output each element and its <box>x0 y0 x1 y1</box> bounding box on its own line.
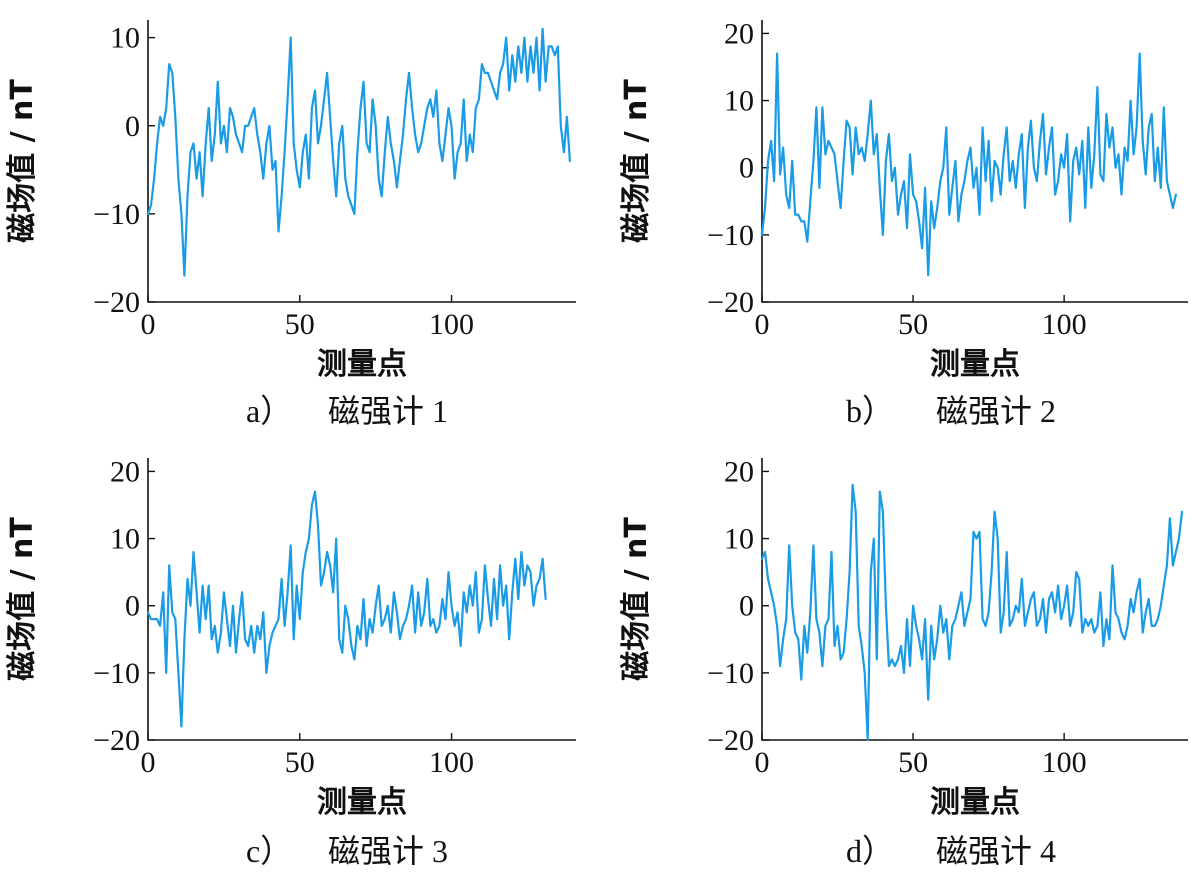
series-line <box>146 490 547 728</box>
y-tick-label: 0 <box>125 110 140 143</box>
caption-d-letter: d） <box>846 833 894 869</box>
y-tick-label: −10 <box>93 198 140 231</box>
x-tick-label: 100 <box>1042 746 1087 779</box>
series-line <box>760 483 1184 742</box>
x-tick-label: 100 <box>1042 308 1087 341</box>
caption-a-letter: a） <box>246 393 292 429</box>
x-tick-label: 100 <box>429 746 474 779</box>
caption-b-letter: b） <box>846 393 894 429</box>
x-tick-label: 0 <box>141 746 156 779</box>
y-tick-label: 20 <box>110 455 140 488</box>
x-axis-label: 测量点 <box>930 347 1020 382</box>
y-tick-label: −20 <box>93 286 140 319</box>
y-axis-label: 磁场值 / nT <box>5 79 40 243</box>
caption-c-text: 磁强计 3 <box>328 833 448 869</box>
series-line <box>146 27 572 277</box>
y-tick-label: −10 <box>707 657 754 690</box>
y-axis-label: 磁场值 / nT <box>619 517 654 681</box>
y-axis-label: 磁场值 / nT <box>5 517 40 681</box>
y-tick-label: 20 <box>724 17 754 50</box>
y-tick-label: 10 <box>110 22 140 55</box>
y-tick-label: −10 <box>707 219 754 252</box>
y-tick-label: 0 <box>125 590 140 623</box>
x-axis-label: 测量点 <box>930 785 1020 820</box>
series-line <box>760 52 1178 277</box>
y-tick-label: 20 <box>724 455 754 488</box>
x-tick-label: 0 <box>755 308 770 341</box>
x-tick-label: 0 <box>141 308 156 341</box>
x-axis-label: 测量点 <box>317 785 407 820</box>
x-tick-label: 50 <box>898 746 928 779</box>
x-tick-label: 50 <box>898 308 928 341</box>
y-tick-label: 10 <box>724 523 754 556</box>
y-tick-label: −20 <box>707 724 754 757</box>
x-tick-label: 0 <box>755 746 770 779</box>
caption-d-text: 磁强计 4 <box>936 833 1056 869</box>
x-tick-label: 50 <box>285 308 315 341</box>
x-tick-label: 50 <box>285 746 315 779</box>
x-tick-label: 100 <box>429 308 474 341</box>
axes-frame <box>761 458 1188 741</box>
x-axis-label: 测量点 <box>317 347 407 382</box>
y-tick-label: 10 <box>724 85 754 118</box>
y-tick-label: −20 <box>93 724 140 757</box>
caption-a-text: 磁强计 1 <box>328 393 448 429</box>
y-axis-label: 磁场值 / nT <box>619 79 654 243</box>
y-tick-label: −20 <box>707 286 754 319</box>
caption-b-text: 磁强计 2 <box>936 393 1056 429</box>
y-tick-label: 0 <box>739 590 754 623</box>
y-tick-label: 0 <box>739 152 754 185</box>
y-tick-label: 10 <box>110 523 140 556</box>
y-tick-label: −10 <box>93 657 140 690</box>
caption-c-letter: c） <box>246 833 292 869</box>
